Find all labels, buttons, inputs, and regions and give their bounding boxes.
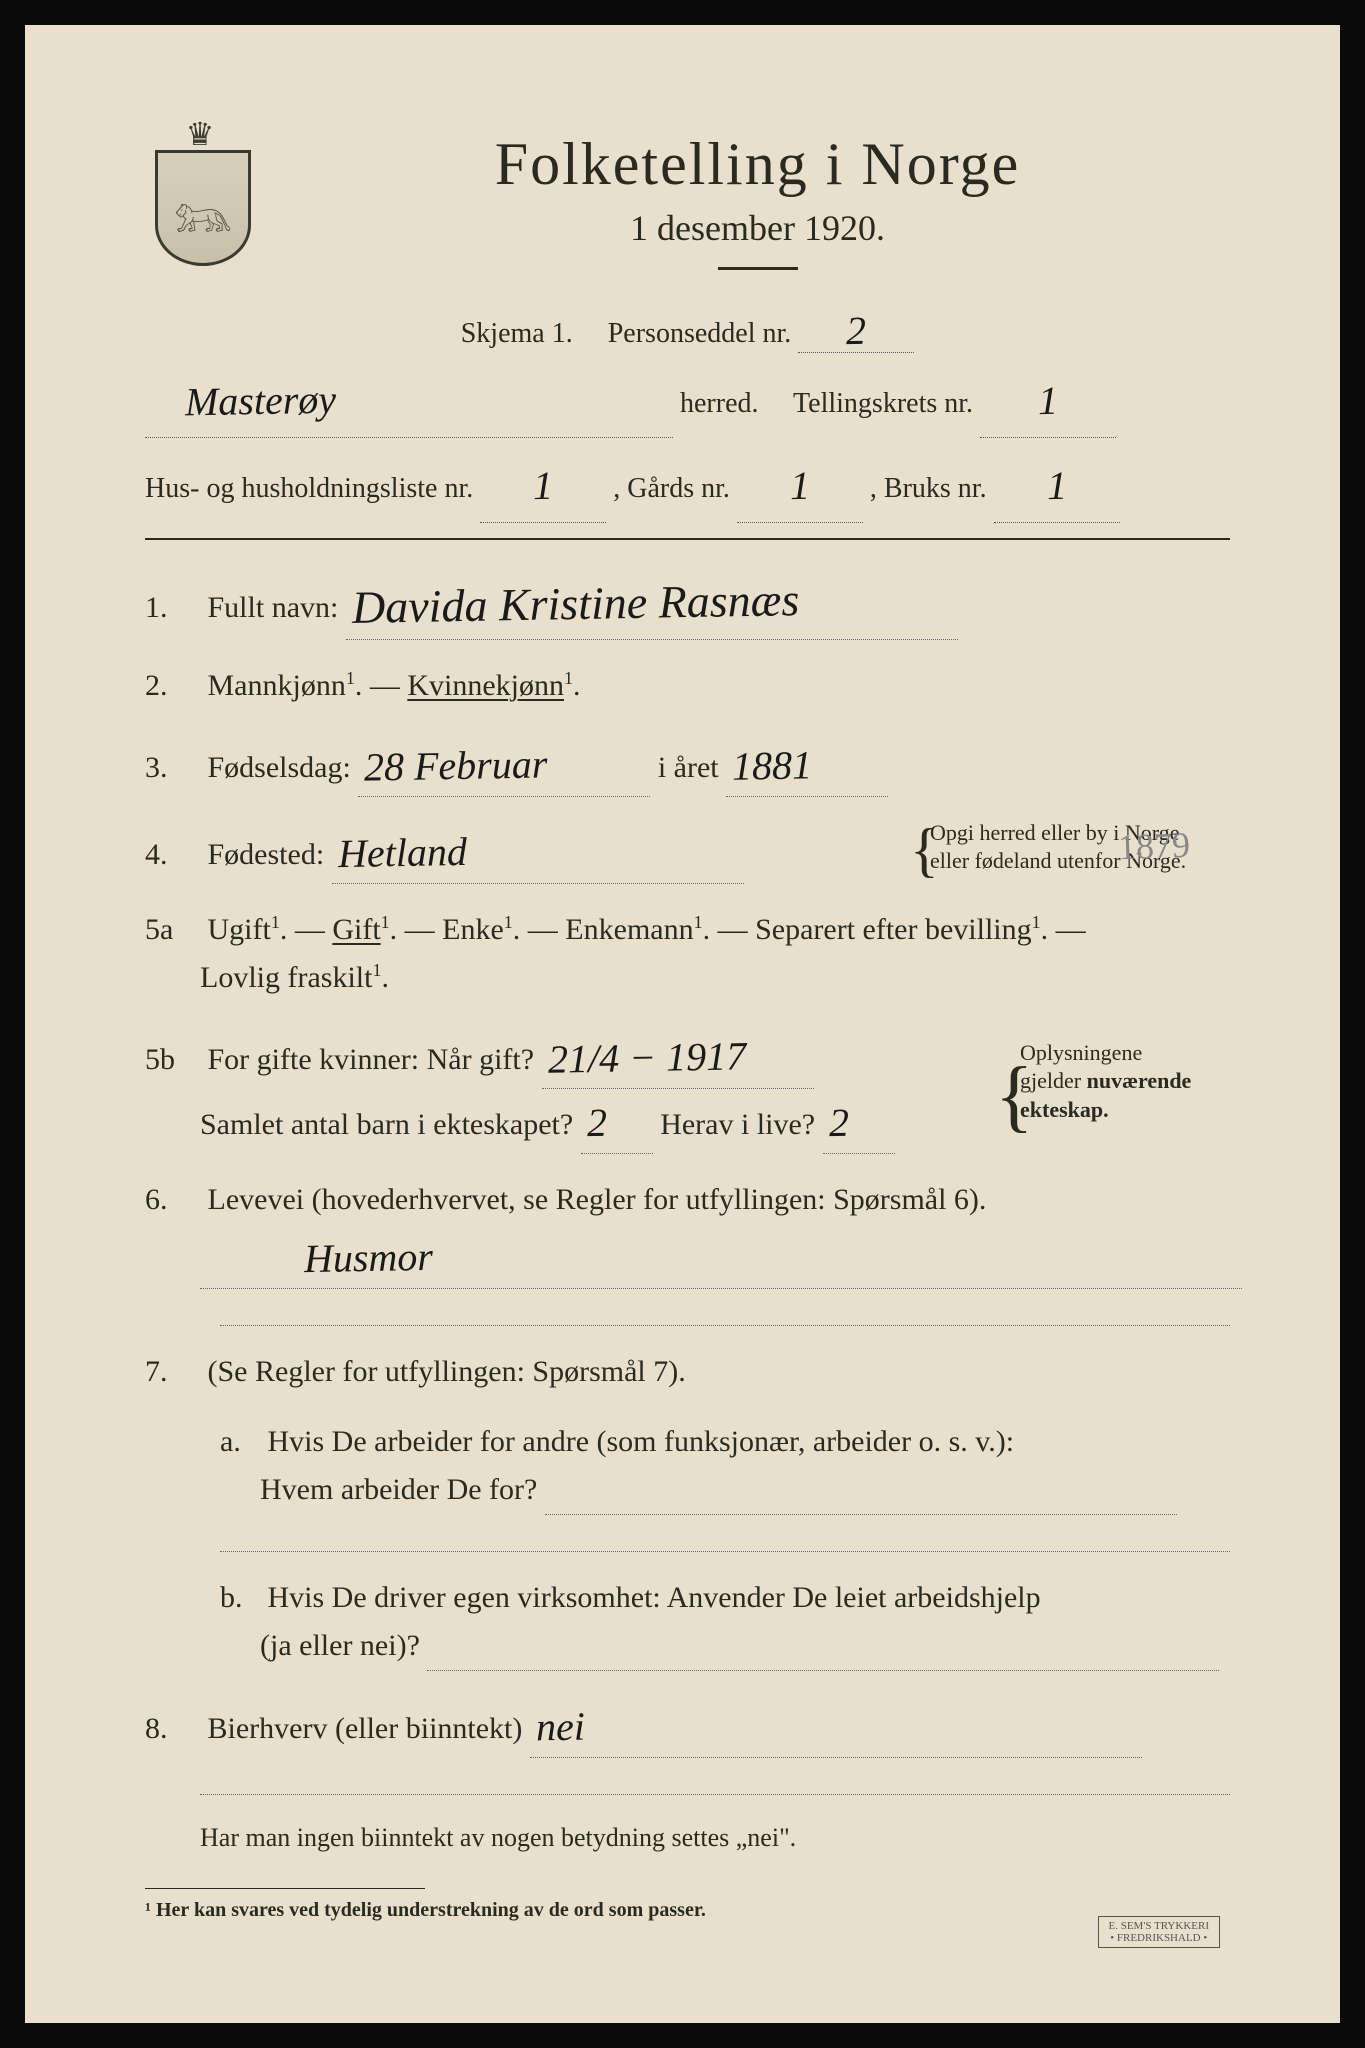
footnote: ¹ Her kan svares ved tydelig understrekn… [145,1899,1230,1922]
header-rule [145,538,1230,540]
q5b-note1: Oplysningene [1020,1040,1142,1065]
q5b-val1: 21/4 − 1917 [547,1024,746,1091]
q5b-note2: gjelder nuværende [1020,1068,1191,1093]
form-id-line: Skjema 1. Personseddel nr. 2 [145,305,1230,353]
q3-day: 28 Februar [364,732,548,799]
main-title: Folketelling i Norge [285,130,1230,199]
q5b-sidenote: { Oplysningene gjelder nuværende ekteska… [1020,1039,1240,1125]
q2-row: 2. Mannkjønn1. — Kvinnekjønn1. [145,662,1230,710]
husliste-line: Hus- og husholdningsliste nr. 1 , Gårds … [145,446,1230,523]
title-divider [718,267,798,270]
q7a-extra-line [220,1550,1230,1552]
printer-stamp: E. SEM'S TRYKKERI • FREDRIKSHALD • [1098,1916,1221,1948]
q5b-label2: Samlet antal barn i ekteskapet? [200,1108,573,1141]
shield-icon: 𓃬 [155,150,251,266]
q5b-val2: 2 [586,1090,607,1154]
q6-row: 6. Levevei (hovederhvervet, se Regler fo… [145,1176,1230,1289]
q8-row: 8. Bierhverv (eller biinntekt) nei [145,1693,1230,1758]
bruks-label: , Bruks nr. [870,473,987,504]
tellingskrets-label: Tellingskrets nr. [793,388,973,419]
q3-label: Fødselsdag: [208,751,351,784]
personseddel-nr: 2 [846,307,867,354]
q5b-num: 5b [145,1036,200,1084]
husliste-nr: 1 [533,448,554,524]
coat-of-arms-icon: ♛ 𓃬 [145,115,255,265]
hint8: Har man ingen biinntekt av nogen betydni… [200,1817,1230,1859]
herred-line: Masterøy herred. Tellingskrets nr. 1 [145,361,1230,438]
stamp-line2: • FREDRIKSHALD • [1110,1932,1207,1944]
tellingskrets-nr: 1 [1037,363,1058,439]
q5a-num: 5a [145,906,200,954]
q8-label: Bierhverv (eller biinntekt) [208,1712,523,1745]
q4-value: Hetland [337,819,467,885]
q7a-text2: Hvem arbeider De for? [260,1473,537,1506]
q2-kvinne: Kvinnekjønn [407,669,564,702]
q7b-text1: Hvis De driver egen virksomhet: Anvender… [268,1581,1041,1614]
herred-value: Masterøy [184,362,336,441]
q6-extra-line [220,1324,1230,1326]
q6-label: Levevei (hovederhvervet, se Regler for u… [208,1183,987,1216]
q7b-text2: (ja eller nei)? [260,1629,420,1662]
q6-value: Husmor [303,1224,433,1290]
q8-num: 8. [145,1705,200,1753]
q1-num: 1. [145,584,200,632]
q7-label: (Se Regler for utfyllingen: Spørsmål 7). [208,1355,686,1388]
personseddel-label: Personseddel nr. [608,318,792,349]
q3-year-label: i året [658,751,719,784]
crown-icon: ♛ [186,115,215,153]
q5b-label1: For gifte kvinner: Når gift? [208,1043,535,1076]
herred-label: herred. [680,388,759,419]
q7-num: 7. [145,1348,200,1396]
q1-label: Fullt navn: [208,591,339,624]
skjema-label: Skjema 1. [461,318,573,349]
husliste-label: Hus- og husholdningsliste nr. [145,473,473,504]
q4-label: Fødested: [208,838,325,871]
q5a-ugift: Ugift [208,913,271,946]
lion-icon: 𓃬 [174,168,233,248]
q7b-row: b. Hvis De driver egen virksomhet: Anven… [220,1574,1230,1671]
census-form-page: ♛ 𓃬 Folketelling i Norge 1 desember 1920… [0,0,1365,2048]
gards-nr: 1 [789,448,810,524]
q4-num: 4. [145,831,200,879]
q7a-letter: a. [220,1418,260,1466]
title-block: Folketelling i Norge 1 desember 1920. [285,115,1230,295]
q7-row: 7. (Se Regler for utfyllingen: Spørsmål … [145,1348,1230,1396]
q1-value: Davida Kristine Rasnæs [351,563,799,644]
q8-value: nei [535,1694,585,1759]
q5a-enkemann: Enkemann [565,913,693,946]
q2-mann: Mannkjønn [208,669,346,702]
stamp-line1: E. SEM'S TRYKKERI [1109,1920,1210,1932]
q6-num: 6. [145,1176,200,1224]
q3-row: 3. Fødselsdag: 28 Februar i året 1881 [145,732,1230,797]
q1-row: 1. Fullt navn: Davida Kristine Rasnæs [145,565,1230,640]
q3-year: 1881 [732,733,813,798]
q3-num: 3. [145,744,200,792]
bruks-nr: 1 [1046,448,1067,524]
q2-num: 2. [145,662,200,710]
q5b-label3: Herav i live? [660,1108,815,1141]
q2-dash: — [370,669,408,702]
q7a-text1: Hvis De arbeider for andre (som funksjon… [268,1425,1015,1458]
q5a-fraskilt: Lovlig fraskilt [200,961,372,994]
q8-extra-line [200,1793,1230,1795]
gards-label: , Gårds nr. [613,473,730,504]
q5b-val3: 2 [828,1090,849,1154]
q5a-enke: Enke [442,913,504,946]
q5b-row: 5b For gifte kvinner: Når gift? 21/4 − 1… [145,1024,1230,1154]
pencil-annotation: 1879 [1117,824,1190,868]
q7a-row: a. Hvis De arbeider for andre (som funks… [220,1418,1230,1515]
header: ♛ 𓃬 Folketelling i Norge 1 desember 1920… [145,115,1230,295]
q5a-separert: Separert efter bevilling [755,913,1032,946]
q7b-letter: b. [220,1574,260,1622]
q5a-gift: Gift [332,913,380,946]
footnote-rule [145,1888,425,1889]
q4-row: 4. Fødested: Hetland { Opgi herred eller… [145,819,1230,884]
q5a-row: 5a Ugift1. — Gift1. — Enke1. — Enkemann1… [145,906,1230,1002]
subtitle: 1 desember 1920. [285,207,1230,249]
